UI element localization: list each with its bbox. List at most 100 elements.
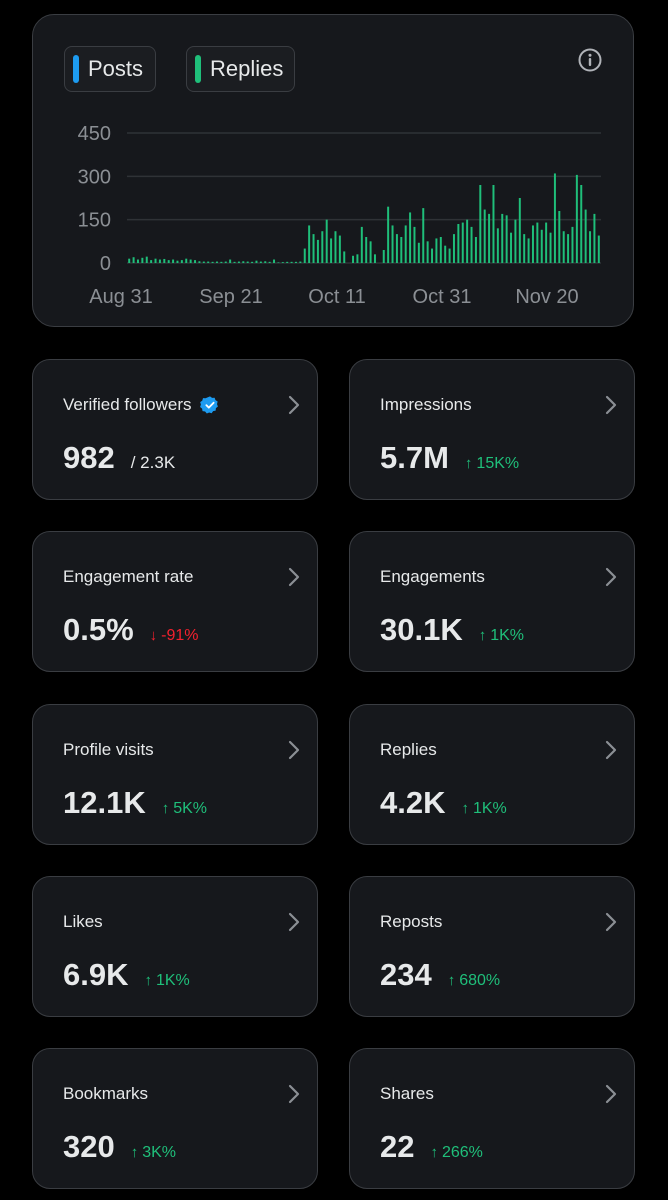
stat-change-value: 1K% — [472, 799, 507, 817]
bar-replies-66 — [417, 242, 420, 263]
stat-value-row: 234 ↑ 680% — [380, 957, 500, 993]
bar-replies-103 — [580, 185, 583, 263]
stat-value-row: 12.1K ↑ 5K% — [63, 785, 207, 821]
bar-replies-9 — [167, 260, 170, 263]
chevron-right-icon — [285, 738, 303, 762]
stat-card-reposts[interactable]: Reposts 234 ↑ 680% — [349, 876, 635, 1017]
stat-label-row: Bookmarks — [63, 1084, 148, 1104]
bar-replies-26 — [242, 261, 245, 263]
x-tick-label: Oct 11 — [308, 286, 365, 308]
stat-change-value: 5K% — [173, 799, 208, 817]
bar-replies-35 — [281, 262, 284, 263]
bar-replies-98 — [558, 211, 561, 263]
stat-card-engagements[interactable]: Engagements 30.1K ↑ 1K% — [349, 531, 635, 672]
bar-replies-81 — [483, 209, 486, 263]
stat-card-profile-visits[interactable]: Profile visits 12.1K ↑ 5K% — [32, 704, 318, 845]
bar-replies-47 — [334, 231, 337, 263]
chevron-right-icon — [602, 910, 620, 934]
bar-replies-90 — [523, 234, 526, 263]
bar-replies-91 — [527, 238, 530, 263]
legend-replies-toggle[interactable]: Replies — [186, 46, 295, 92]
bar-replies-19 — [211, 261, 214, 263]
bar-replies-48 — [338, 235, 341, 263]
stat-change-value: 266% — [441, 1143, 483, 1161]
bar-replies-16 — [198, 261, 201, 263]
arrow-down-icon: ↓ — [149, 627, 158, 644]
legend-posts-toggle[interactable]: Posts — [64, 46, 156, 92]
bar-replies-104 — [584, 209, 587, 263]
legend-replies-label: Replies — [210, 56, 284, 81]
bar-replies-10 — [172, 259, 175, 263]
stat-change: ↑ 1K% — [461, 800, 506, 818]
bar-replies-63 — [404, 225, 407, 263]
bar-replies-58 — [382, 250, 385, 263]
stat-label: Shares — [380, 1084, 434, 1103]
chevron-right-icon — [285, 910, 303, 934]
bar-replies-87 — [510, 232, 513, 263]
y-tick-label: 300 — [78, 166, 111, 188]
bar-replies-15 — [194, 260, 197, 263]
bar-replies-65 — [413, 226, 416, 263]
stat-label: Bookmarks — [63, 1084, 149, 1103]
stat-card-verified-followers[interactable]: Verified followers 982 / 2.3K — [32, 359, 318, 500]
bar-replies-42 — [312, 234, 315, 263]
stat-value-row: 320 ↑ 3K% — [63, 1129, 176, 1165]
arrow-up-icon: ↑ — [461, 800, 469, 817]
info-icon[interactable] — [577, 47, 603, 73]
bar-replies-99 — [562, 231, 565, 263]
bar-replies-69 — [431, 248, 434, 263]
bar-replies-92 — [531, 225, 534, 263]
stat-card-shares[interactable]: Shares 22 ↑ 266% — [349, 1048, 635, 1189]
stat-value-row: 4.2K ↑ 1K% — [380, 785, 507, 821]
stat-label: Reposts — [380, 912, 443, 931]
stat-change-value: -91% — [161, 626, 199, 644]
bar-replies-5 — [150, 260, 153, 263]
bar-replies-43 — [316, 239, 319, 263]
bar-replies-54 — [365, 237, 368, 263]
bar-replies-38 — [294, 261, 297, 263]
bar-replies-106 — [593, 213, 596, 263]
stat-change: ↑ 3K% — [131, 1144, 176, 1162]
bar-replies-13 — [185, 258, 188, 263]
arrow-up-icon: ↑ — [447, 972, 456, 989]
bar-replies-105 — [589, 231, 592, 263]
stat-change-value: 680% — [459, 971, 501, 989]
chevron-right-icon — [602, 738, 620, 762]
bar-replies-68 — [426, 241, 429, 263]
chevron-right-icon — [285, 393, 303, 417]
stat-value: 12.1K — [63, 785, 146, 820]
stat-card-likes[interactable]: Likes 6.9K ↑ 1K% — [32, 876, 318, 1017]
stat-card-bookmarks[interactable]: Bookmarks 320 ↑ 3K% — [32, 1048, 318, 1189]
stat-value: 22 — [380, 1129, 415, 1164]
stat-value: 982 — [63, 440, 115, 475]
bar-replies-22 — [224, 261, 227, 263]
bar-replies-84 — [496, 228, 499, 263]
stat-change-value: 1K% — [155, 971, 190, 989]
x-tick-label: Nov 20 — [515, 286, 578, 308]
stat-label-row: Verified followers — [63, 395, 220, 415]
stat-card-replies[interactable]: Replies 4.2K ↑ 1K% — [349, 704, 635, 845]
stat-label: Engagement rate — [63, 567, 194, 586]
bar-replies-29 — [255, 260, 258, 263]
bar-replies-28 — [251, 261, 254, 263]
stat-card-engagement-rate[interactable]: Engagement rate 0.5% ↓ -91% — [32, 531, 318, 672]
bar-replies-77 — [466, 219, 469, 263]
stat-label-row: Reposts — [380, 912, 442, 932]
bar-replies-40 — [303, 248, 306, 263]
bar-replies-76 — [461, 222, 464, 263]
bar-replies-0 — [128, 258, 131, 263]
stat-change: ↑ 1K% — [144, 972, 189, 990]
bar-replies-1 — [132, 257, 135, 263]
bar-replies-55 — [369, 241, 372, 263]
stat-card-impressions[interactable]: Impressions 5.7M ↑ 15K% — [349, 359, 635, 500]
replies-swatch — [195, 55, 201, 83]
bar-replies-45 — [325, 219, 328, 263]
bar-replies-46 — [330, 238, 333, 263]
stat-change-value: 15K% — [476, 454, 520, 472]
stat-label: Profile visits — [63, 740, 154, 759]
y-tick-label: 0 — [100, 253, 111, 275]
stat-value: 0.5% — [63, 612, 134, 647]
bar-replies-12 — [180, 260, 183, 263]
stat-label-row: Profile visits — [63, 740, 154, 760]
stat-value: 5.7M — [380, 440, 449, 475]
